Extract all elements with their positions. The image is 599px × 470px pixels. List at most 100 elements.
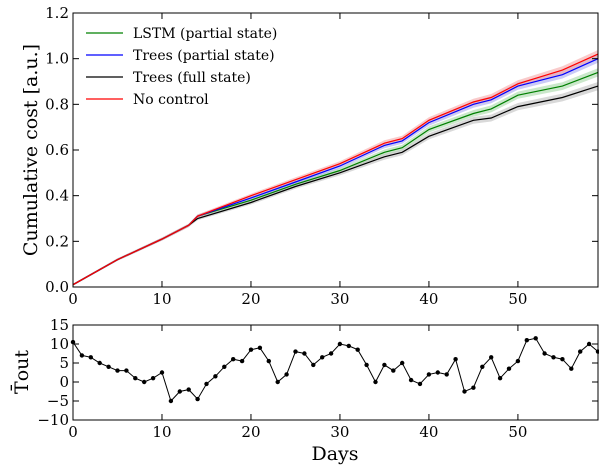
temperature-point [480, 364, 485, 369]
temperature-point [462, 389, 467, 394]
bottom-y-tick-label: 15 [50, 316, 69, 334]
temperature-point [79, 353, 85, 358]
temperature-point [471, 385, 476, 390]
legend: LSTM (partial state) Trees (partial state… [86, 26, 277, 108]
top-x-tick-label: 20 [241, 290, 260, 308]
temperature-point [444, 372, 449, 377]
temperature-point [97, 360, 102, 366]
temperature-point [150, 376, 156, 381]
legend-label-1: Trees (partial state) [133, 48, 275, 64]
temperature-point [408, 377, 414, 383]
temperature-point [195, 396, 200, 402]
temperature-point [213, 374, 218, 379]
series-line-3 [72, 53, 599, 286]
temperature-point [515, 358, 521, 364]
temperature-point [239, 358, 245, 364]
bottom-x-tick-label: 50 [508, 423, 527, 441]
bottom-y-axis-title: T̄out [10, 350, 33, 394]
temperature-point [435, 370, 440, 375]
temperature-point [346, 343, 351, 349]
top-y-tick-label: 0.6 [45, 141, 69, 159]
top-y-tick-label: 0.2 [45, 232, 69, 250]
temperature-point [204, 381, 209, 387]
top-x-tick-label: 50 [508, 290, 527, 308]
temperature-point [159, 370, 165, 375]
temperature-point [506, 366, 512, 371]
legend-label-3: No control [133, 92, 209, 108]
temperature-point [168, 398, 174, 404]
x-axis-title: Days [311, 443, 358, 465]
temperature-point [275, 379, 280, 385]
bottom-y-tick-label: −10 [37, 411, 69, 429]
top-y-tick-label: 0.0 [45, 278, 69, 296]
temperature-point [417, 381, 423, 387]
temperature-point [311, 362, 316, 368]
temperature-point [453, 357, 458, 362]
temperature-point [497, 376, 503, 381]
temperature-point [124, 368, 129, 373]
bottom-y-tick-label: 5 [59, 354, 69, 372]
temperature-point [355, 347, 360, 352]
temperature-point [115, 368, 120, 373]
bottom-x-tick-label: 20 [241, 423, 260, 441]
series-band-2 [73, 82, 598, 286]
legend-label-2: Trees (full state) [133, 70, 251, 86]
temperature-point [391, 368, 396, 373]
temperature-point [186, 387, 191, 392]
bottom-y-tick-label: 0 [59, 373, 69, 391]
temperature-point [142, 379, 147, 385]
temperature-point [248, 347, 254, 352]
top-y-tick-label: 0.4 [45, 187, 69, 205]
temperature-point [328, 351, 334, 356]
temperature-point [373, 379, 378, 385]
temperature-point [222, 364, 227, 369]
temperature-point [578, 349, 583, 354]
temperature-point [551, 355, 556, 360]
temperature-point [88, 355, 94, 360]
temperature-point [560, 357, 565, 362]
series-line-2 [72, 85, 599, 286]
temperature-point [542, 351, 547, 356]
temperature-point [266, 358, 271, 364]
top-x-tick-label: 30 [330, 290, 349, 308]
top-ticks: 0 10 20 30 40 50 0.0 0.2 0.4 0.6 0.8 1.0 1.2 [45, 4, 598, 308]
bottom-y-tick-label: −5 [47, 392, 69, 410]
bottom-plot-frame [72, 324, 599, 421]
top-panel: 0 10 20 30 40 50 0.0 0.2 0.4 0.6 0.8 1.0 1.2 Cumulat… [20, 4, 599, 308]
top-x-tick-label: 10 [152, 290, 171, 308]
temperature-point [569, 366, 574, 371]
top-y-tick-label: 1.0 [45, 50, 69, 68]
temperature-point [489, 355, 494, 360]
temperature-point [364, 362, 369, 368]
temperature-point [257, 345, 263, 350]
top-y-axis-title: Cumulative cost [a.u.] [20, 44, 42, 256]
top-x-tick-label: 40 [419, 290, 438, 308]
bottom-x-tick-label: 10 [152, 423, 171, 441]
bottom-x-tick-label: 30 [330, 423, 349, 441]
legend-label-0: LSTM (partial state) [133, 26, 277, 42]
temperature-point [382, 362, 387, 368]
bottom-line [70, 336, 599, 404]
temperature-point [302, 351, 307, 356]
temperature-point [133, 376, 138, 381]
temperature-point [533, 336, 538, 341]
temperature-point [284, 372, 289, 377]
temperature-point [337, 341, 343, 347]
top-lines [72, 53, 599, 286]
top-y-tick-label: 0.8 [45, 95, 69, 113]
series-band-3 [73, 50, 598, 286]
temperature-point [231, 357, 236, 362]
top-y-tick-label: 1.2 [45, 4, 69, 22]
temperature-point [426, 372, 432, 377]
top-x-tick-label: 0 [68, 290, 78, 308]
bottom-x-tick-label: 0 [68, 423, 78, 441]
temperature-point [177, 389, 182, 394]
temperature-point [106, 364, 111, 369]
temperature-point [320, 355, 325, 360]
bottom-x-tick-label: 40 [419, 423, 438, 441]
temperature-point [293, 349, 298, 354]
temperature-point [586, 341, 592, 347]
